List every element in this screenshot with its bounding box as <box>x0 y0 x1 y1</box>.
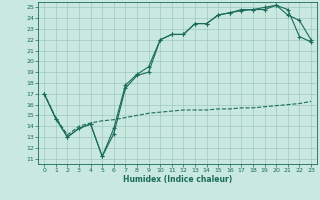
X-axis label: Humidex (Indice chaleur): Humidex (Indice chaleur) <box>123 175 232 184</box>
